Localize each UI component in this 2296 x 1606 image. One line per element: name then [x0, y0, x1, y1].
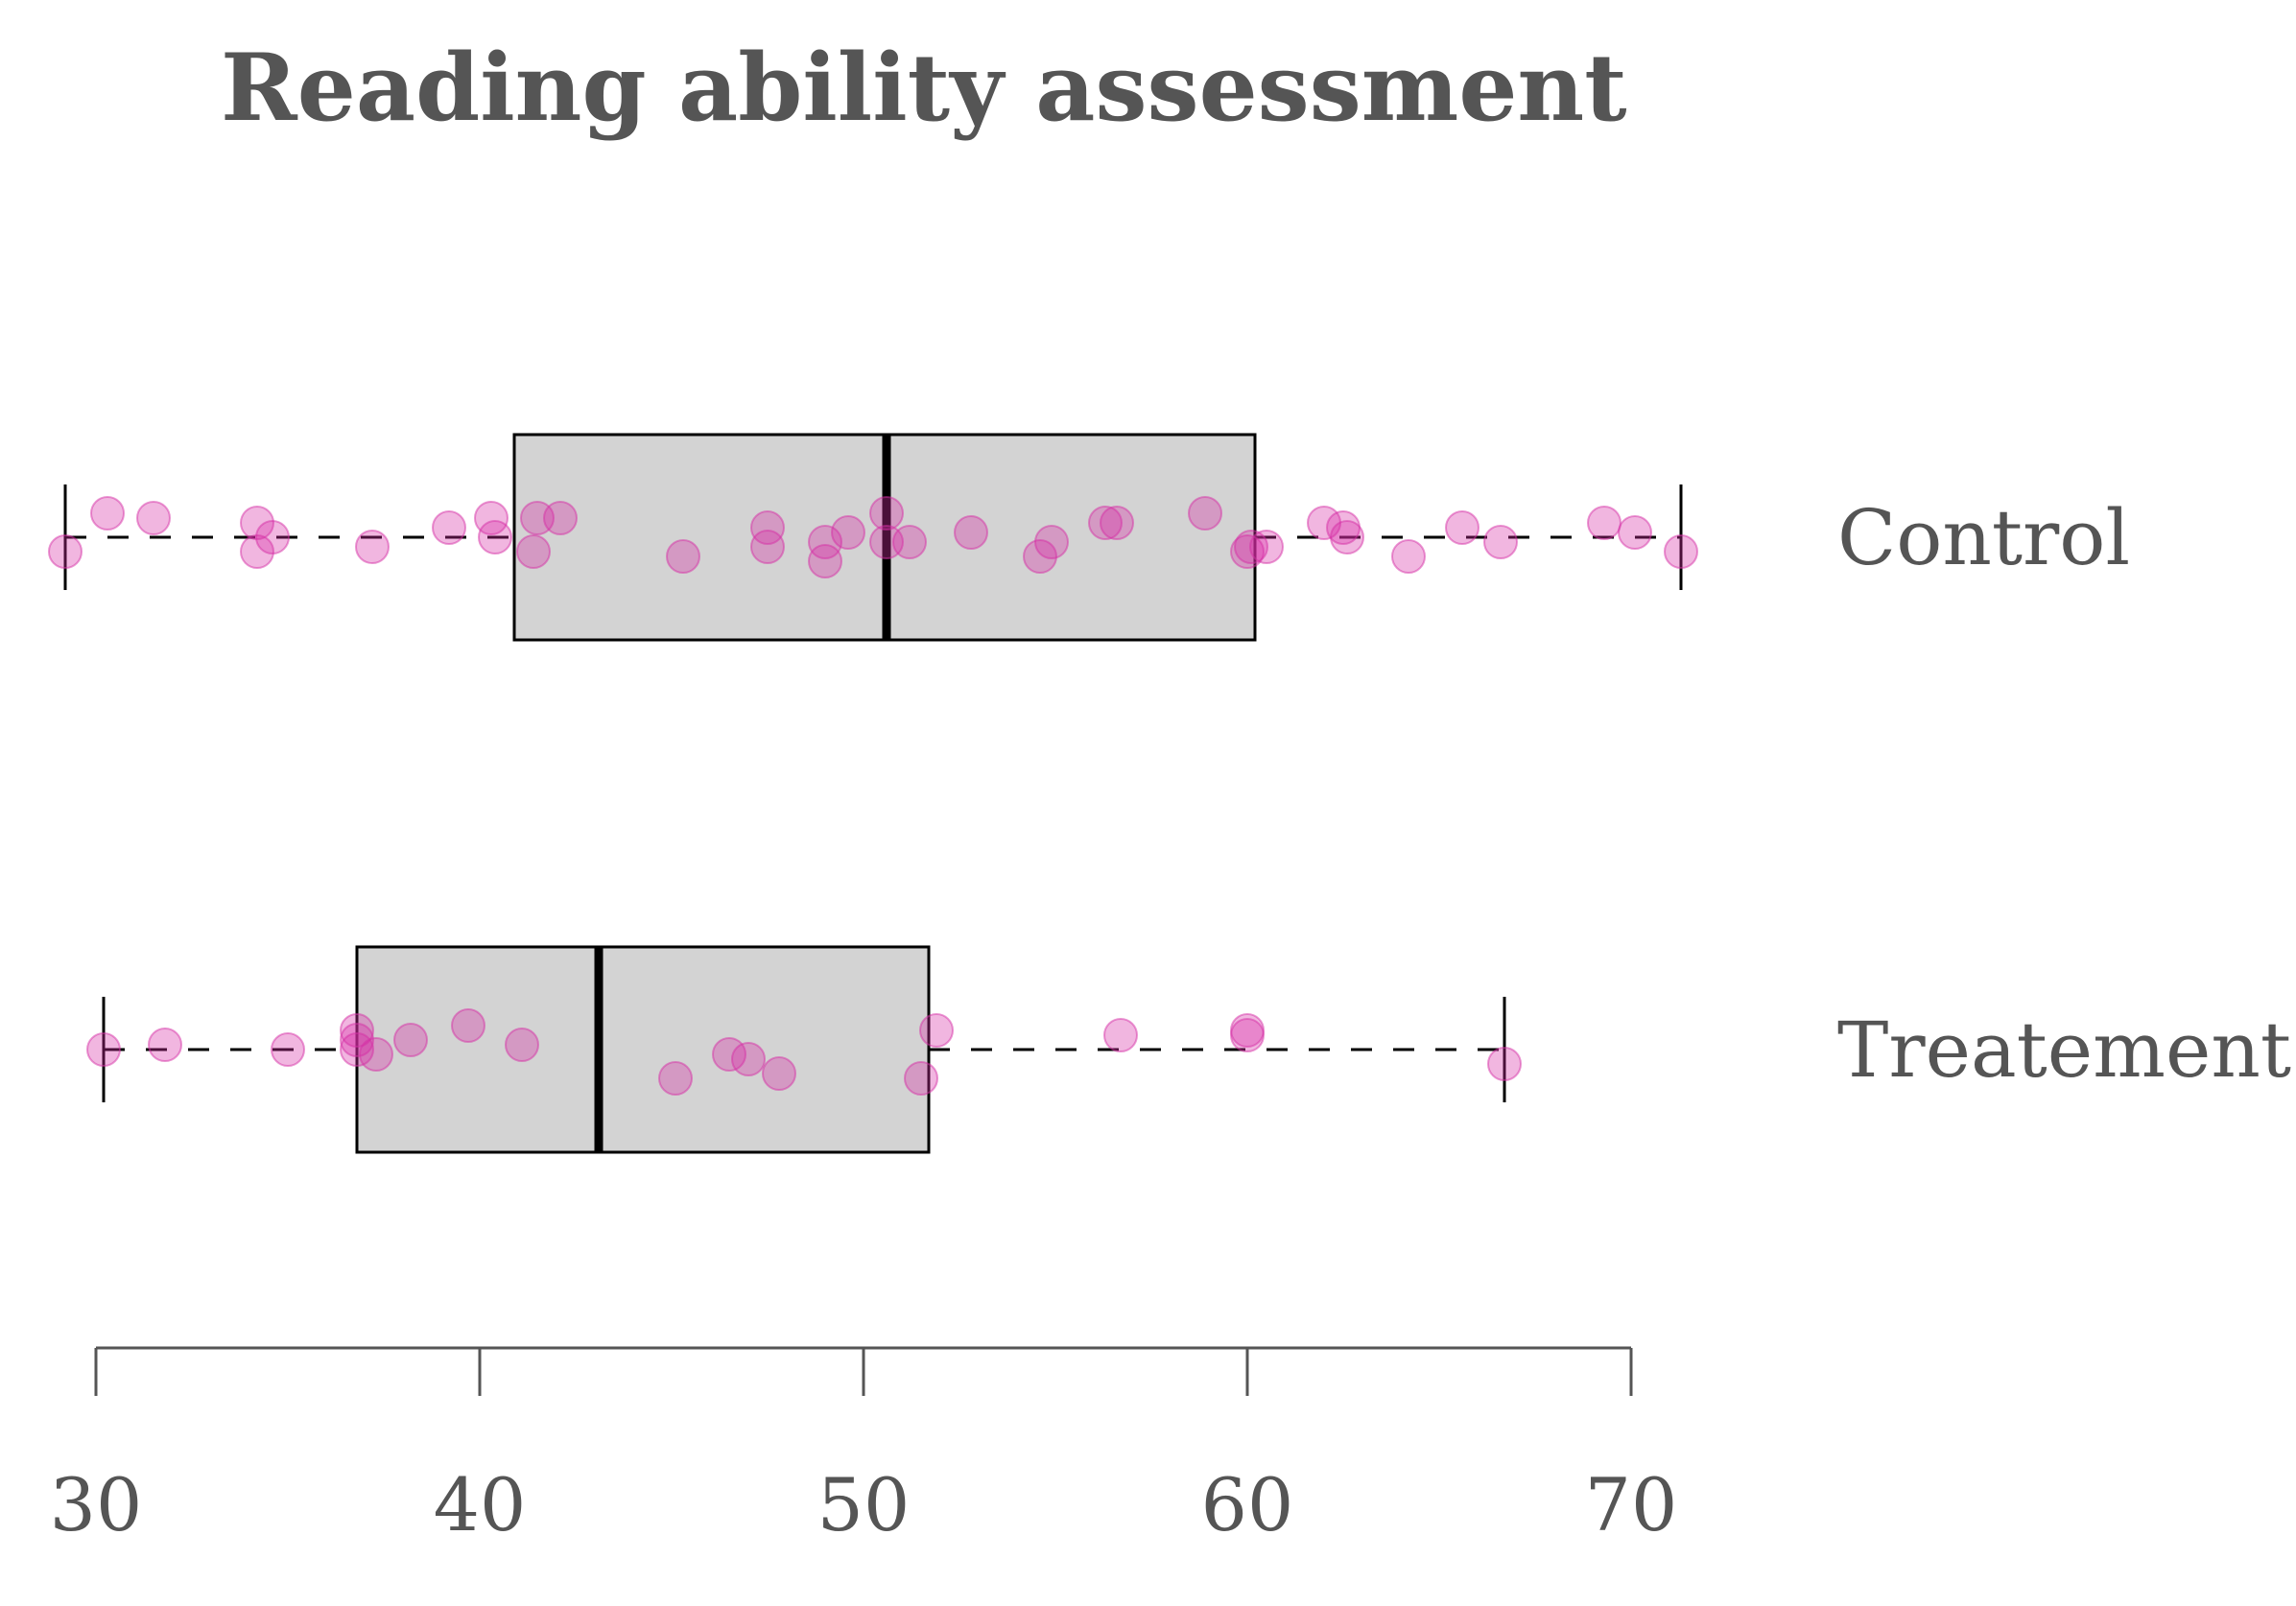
data-point	[1445, 510, 1479, 545]
group-treatement: Treatement	[86, 945, 2291, 1154]
data-point	[271, 1032, 305, 1067]
data-point	[478, 520, 512, 555]
data-point	[1100, 506, 1134, 540]
group-label-treatement: Treatement	[1837, 1005, 2291, 1095]
data-point	[869, 496, 904, 531]
data-point	[1188, 496, 1222, 531]
data-point	[666, 539, 700, 574]
data-point	[1664, 534, 1698, 569]
data-point	[1034, 525, 1069, 559]
data-point	[1023, 539, 1057, 574]
data-point	[808, 525, 842, 559]
data-point	[136, 501, 171, 535]
chart-title: Reading ability assessment	[221, 34, 1627, 142]
data-point	[516, 534, 551, 569]
group-label-control: Control	[1837, 493, 2130, 582]
x-axis: 30 40 50 60 70	[50, 1346, 1678, 1547]
data-point	[904, 1061, 938, 1096]
data-point	[148, 1027, 182, 1062]
data-point	[359, 1037, 393, 1072]
x-tick-label: 30	[50, 1462, 143, 1547]
data-point	[808, 544, 842, 579]
x-tick-label: 70	[1585, 1462, 1678, 1547]
data-point	[86, 1032, 121, 1067]
data-point	[255, 520, 290, 555]
data-point	[892, 525, 927, 559]
x-tick-label: 60	[1201, 1462, 1294, 1547]
data-point	[750, 530, 785, 564]
data-point	[1249, 530, 1284, 564]
data-point	[954, 515, 988, 550]
data-point	[1618, 515, 1652, 550]
data-point	[340, 1023, 374, 1057]
data-point	[393, 1023, 428, 1057]
iqr-box	[355, 945, 931, 1154]
data-point	[90, 496, 125, 531]
data-point	[355, 530, 390, 564]
data-point	[1330, 520, 1364, 555]
data-point	[831, 515, 865, 550]
data-point	[543, 501, 578, 535]
data-point	[1483, 525, 1518, 559]
data-point	[658, 1061, 693, 1096]
data-point	[1487, 1047, 1522, 1081]
data-point	[919, 1013, 954, 1048]
data-point	[1391, 539, 1426, 574]
data-point	[451, 1008, 485, 1043]
data-point	[1587, 506, 1621, 540]
x-tick-label: 50	[817, 1462, 911, 1547]
groups-layer: Control Treatement	[48, 433, 2291, 1154]
x-tick-label: 40	[434, 1462, 527, 1547]
data-point	[48, 534, 83, 569]
group-control: Control	[48, 433, 2130, 642]
data-point	[750, 510, 785, 545]
data-point	[731, 1042, 766, 1076]
data-point	[762, 1056, 796, 1091]
data-point	[1088, 506, 1123, 540]
data-point	[505, 1027, 539, 1062]
data-point	[432, 510, 466, 545]
data-point	[340, 1013, 374, 1048]
data-point	[1230, 1018, 1265, 1052]
data-point	[1103, 1018, 1138, 1052]
